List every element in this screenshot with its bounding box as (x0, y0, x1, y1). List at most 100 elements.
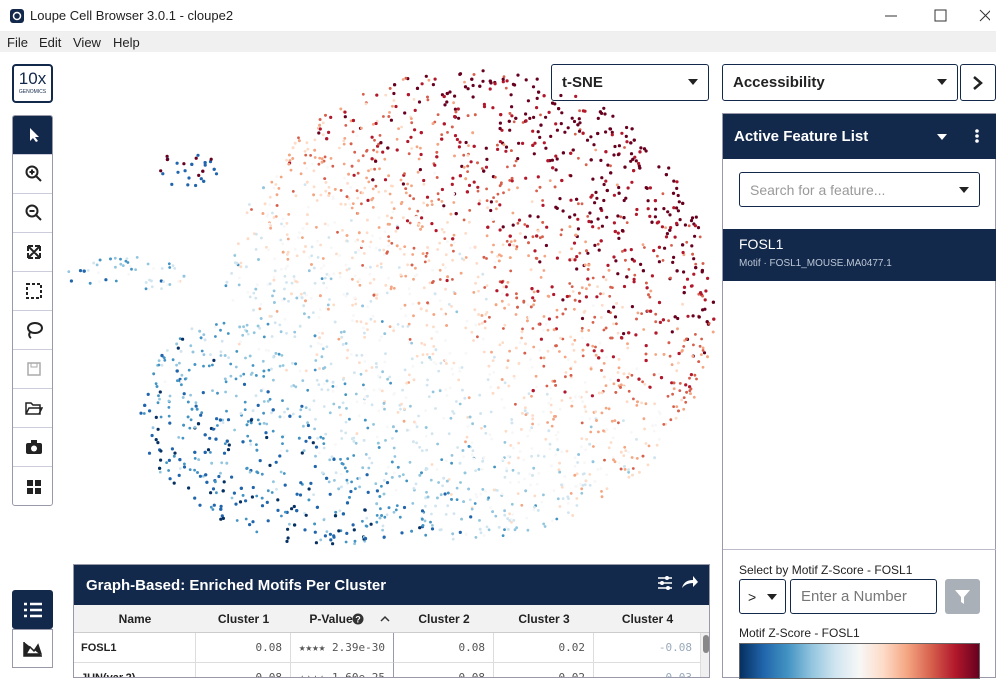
menu-item[interactable]: View (73, 35, 101, 50)
cell-dot (627, 331, 631, 335)
cell-dot (516, 186, 519, 190)
operator-select[interactable]: > (739, 579, 786, 614)
cell-dot (598, 110, 603, 114)
cell-dot (403, 303, 407, 307)
cell-dot (356, 280, 360, 284)
cell-dot (642, 417, 646, 421)
cell-dot (487, 528, 491, 532)
cell-dot (408, 292, 412, 296)
lasso-select[interactable] (13, 311, 52, 350)
cell-dot (650, 274, 655, 278)
cell-dot (421, 524, 425, 527)
column-header[interactable]: Cluster 2 (418, 612, 470, 626)
zoom-out[interactable] (13, 194, 52, 233)
cell-dot (245, 329, 249, 333)
cell-dot (496, 147, 500, 151)
table-view[interactable] (12, 590, 53, 629)
cell-dot (585, 249, 588, 253)
cell-dot (581, 131, 585, 135)
menu-item[interactable]: Help (113, 35, 140, 50)
cell-dot (580, 351, 583, 354)
cell-dot (346, 457, 350, 461)
cell-dot (262, 335, 266, 339)
cell-dot (345, 234, 349, 237)
cell-dot (697, 360, 701, 363)
open[interactable] (13, 389, 52, 428)
cell-dot (219, 507, 223, 511)
cell-dot (366, 394, 369, 398)
column-header[interactable]: Cluster 3 (518, 612, 570, 626)
cell-dot (685, 390, 688, 394)
feature-item[interactable]: FOSL1 Motif · FOSL1_MOUSE.MA0477.1 (723, 229, 996, 281)
expand-button[interactable] (960, 64, 996, 101)
cell-dot (342, 139, 346, 143)
cell-dot (451, 278, 454, 281)
cell-dot (279, 175, 283, 179)
cell-dot (385, 214, 389, 218)
tsne-plot[interactable] (55, 55, 720, 565)
cell-dot (379, 265, 383, 269)
cell-dot (353, 539, 357, 543)
cell-dot (698, 344, 702, 348)
scrollbar[interactable] (701, 633, 709, 677)
cell-dot (677, 200, 681, 204)
window-controls[interactable] (880, 6, 990, 26)
menu-item[interactable]: Edit (39, 35, 62, 50)
cell-dot (359, 320, 363, 324)
cell-dot (654, 320, 658, 324)
feature-search[interactable]: Search for a feature... (739, 172, 980, 207)
feature-panel: Active Feature List Search for a feature… (722, 113, 996, 679)
cell-dot (288, 153, 291, 157)
cell-dot (651, 424, 654, 428)
cell-dot (591, 321, 595, 324)
sort-icons[interactable]: ? (352, 613, 392, 625)
layout[interactable] (13, 467, 52, 505)
box-select[interactable] (13, 272, 52, 311)
cell-dot (342, 162, 346, 166)
cell-dot (532, 115, 536, 119)
column-header[interactable]: Cluster 1 (217, 612, 270, 626)
cell-dot (585, 138, 590, 142)
cell-dot (617, 358, 621, 361)
zoom-in[interactable] (13, 155, 52, 194)
cell-dot (644, 442, 648, 445)
mode-dropdown[interactable]: Accessibility (722, 64, 958, 101)
cell-dot (683, 223, 688, 227)
cell-dot (493, 465, 496, 469)
projection-dropdown[interactable]: t-SNE (551, 64, 709, 101)
cell-dot (183, 462, 186, 466)
menu-item[interactable]: File (7, 35, 28, 50)
select-tool[interactable] (13, 116, 52, 155)
cell-dot (432, 345, 436, 348)
cell-dot (692, 343, 695, 347)
cell-dot (500, 492, 504, 496)
cell-dot (224, 390, 228, 394)
cell-dot (262, 375, 266, 378)
cell-dot (230, 272, 234, 275)
screenshot[interactable] (13, 428, 52, 467)
cell-dot (368, 281, 372, 285)
cell-dot (325, 476, 329, 480)
cell-dot (393, 455, 397, 458)
save[interactable] (13, 350, 52, 389)
cell-dot (369, 317, 373, 321)
column-header[interactable]: Name (118, 612, 152, 626)
chart-view[interactable] (12, 629, 53, 668)
fit-view[interactable] (13, 233, 52, 272)
cell-dot (404, 314, 408, 318)
cell-dot (510, 502, 514, 506)
cell-dot (255, 470, 259, 474)
column-header[interactable]: Cluster 4 (621, 612, 674, 626)
filter-button[interactable] (945, 579, 980, 614)
threshold-input[interactable]: Enter a Number (790, 579, 937, 614)
cell-dot (425, 448, 429, 452)
cell-dot (662, 207, 666, 211)
column-header[interactable]: P-Value (309, 612, 353, 626)
cell-dot (157, 359, 161, 362)
cell-dot (370, 461, 374, 465)
cell-dot (294, 362, 297, 366)
cell-dot (458, 530, 462, 534)
cell-dot (489, 208, 493, 213)
cell-dot (189, 393, 193, 397)
cell-dot (171, 264, 175, 267)
